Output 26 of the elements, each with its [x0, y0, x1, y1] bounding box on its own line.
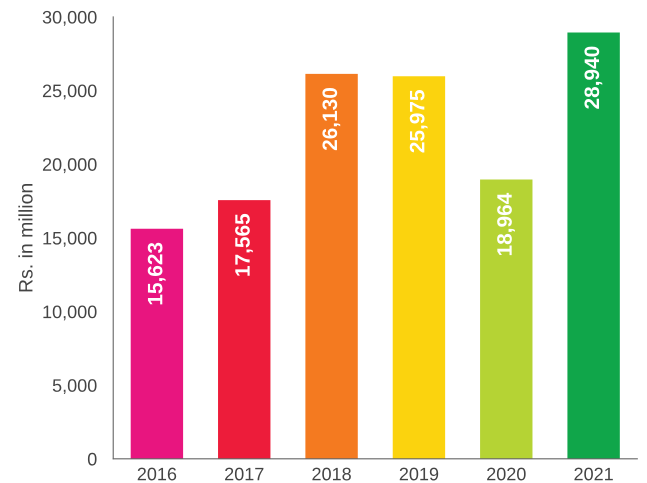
bar	[130, 228, 184, 459]
y-tick-label: 0	[88, 452, 97, 466]
x-tick-label: 2016	[138, 468, 176, 480]
y-tick-label: 10,000	[43, 305, 97, 320]
data-label: 26,130	[322, 88, 340, 150]
bar	[567, 32, 620, 459]
bar	[305, 74, 358, 459]
x-tick-label: 2017	[225, 468, 264, 480]
y-tick-label: 30,000	[42, 10, 97, 26]
bar	[480, 179, 532, 459]
bar	[218, 200, 270, 459]
data-label: 15,623	[148, 242, 166, 304]
data-label: 25,975	[410, 90, 428, 152]
x-tick-label: 2021	[574, 468, 613, 480]
y-tick-label: 25,000	[42, 84, 97, 100]
data-label: 17,565	[235, 214, 253, 276]
bar	[392, 76, 446, 459]
x-tick-label: 2020	[487, 468, 526, 480]
x-tick-label: 2018	[312, 468, 351, 480]
y-axis-title: Rs. in million	[18, 184, 33, 292]
data-label: 18,964	[497, 192, 515, 256]
y-tick-label: 5,000	[52, 379, 97, 394]
x-tick-label: 2019	[400, 468, 438, 480]
y-tick-label: 15,000	[43, 232, 97, 247]
y-tick-label: 20,000	[42, 158, 97, 174]
data-label: 28,940	[584, 46, 602, 109]
